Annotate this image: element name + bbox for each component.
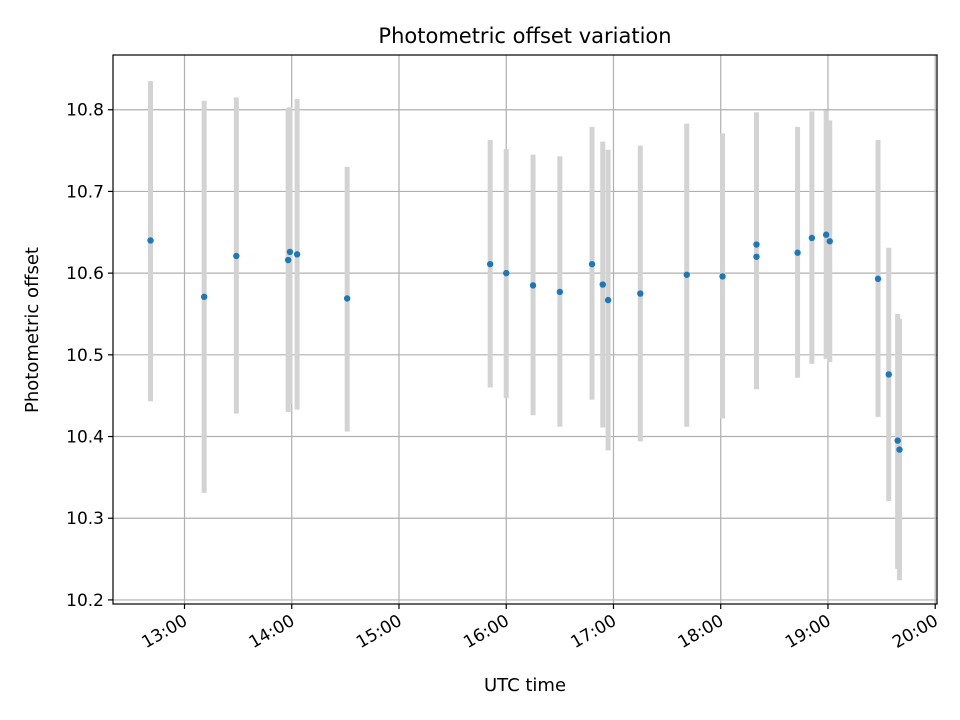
plot-frame bbox=[112, 54, 938, 605]
data-point bbox=[200, 293, 208, 301]
data-point bbox=[147, 237, 154, 244]
data-point bbox=[808, 234, 816, 242]
point-layer bbox=[147, 231, 903, 453]
x-tick-label: 16:00 bbox=[460, 611, 512, 653]
x-tick-label: 20:00 bbox=[889, 611, 941, 653]
data-point bbox=[753, 241, 760, 248]
y-tick-label: 10.5 bbox=[66, 346, 104, 366]
data-point bbox=[822, 231, 830, 238]
data-point bbox=[503, 269, 510, 277]
y-tick-label: 10.8 bbox=[66, 101, 104, 121]
y-tick-label: 10.6 bbox=[66, 264, 104, 284]
y-tick-label: 10.7 bbox=[66, 182, 104, 202]
x-tick-label: 14:00 bbox=[246, 611, 298, 653]
data-point bbox=[588, 260, 596, 268]
data-point bbox=[753, 253, 760, 260]
data-point bbox=[719, 273, 726, 280]
data-point bbox=[637, 290, 644, 297]
chart-title: Photometric offset variation bbox=[378, 24, 671, 48]
data-point bbox=[794, 249, 801, 256]
data-point bbox=[604, 296, 612, 304]
errorbar-layer bbox=[148, 81, 902, 581]
data-point bbox=[284, 256, 292, 264]
data-point bbox=[683, 271, 690, 278]
data-point bbox=[529, 282, 537, 289]
y-tick-label: 10.2 bbox=[66, 591, 104, 611]
x-tick-label: 18:00 bbox=[675, 611, 727, 653]
data-point bbox=[343, 295, 351, 302]
data-point bbox=[874, 275, 882, 283]
y-tick-label: 10.3 bbox=[66, 509, 104, 529]
x-axis-label: UTC time bbox=[484, 675, 566, 696]
data-point bbox=[896, 446, 903, 453]
x-tick-label: 19:00 bbox=[782, 611, 834, 653]
y-axis-label: Photometric offset bbox=[22, 247, 43, 413]
data-point bbox=[599, 281, 606, 288]
data-point bbox=[286, 248, 294, 256]
data-point bbox=[894, 437, 901, 444]
y-tick-label: 10.4 bbox=[66, 428, 104, 448]
x-tick-label: 17:00 bbox=[568, 611, 620, 653]
data-point bbox=[885, 371, 892, 378]
data-point bbox=[293, 251, 301, 258]
data-point bbox=[826, 238, 833, 245]
data-point bbox=[486, 260, 494, 268]
x-tick-label: 15:00 bbox=[353, 611, 405, 653]
x-tick-label: 13:00 bbox=[139, 611, 191, 653]
data-point bbox=[556, 288, 564, 296]
data-point bbox=[233, 252, 240, 260]
